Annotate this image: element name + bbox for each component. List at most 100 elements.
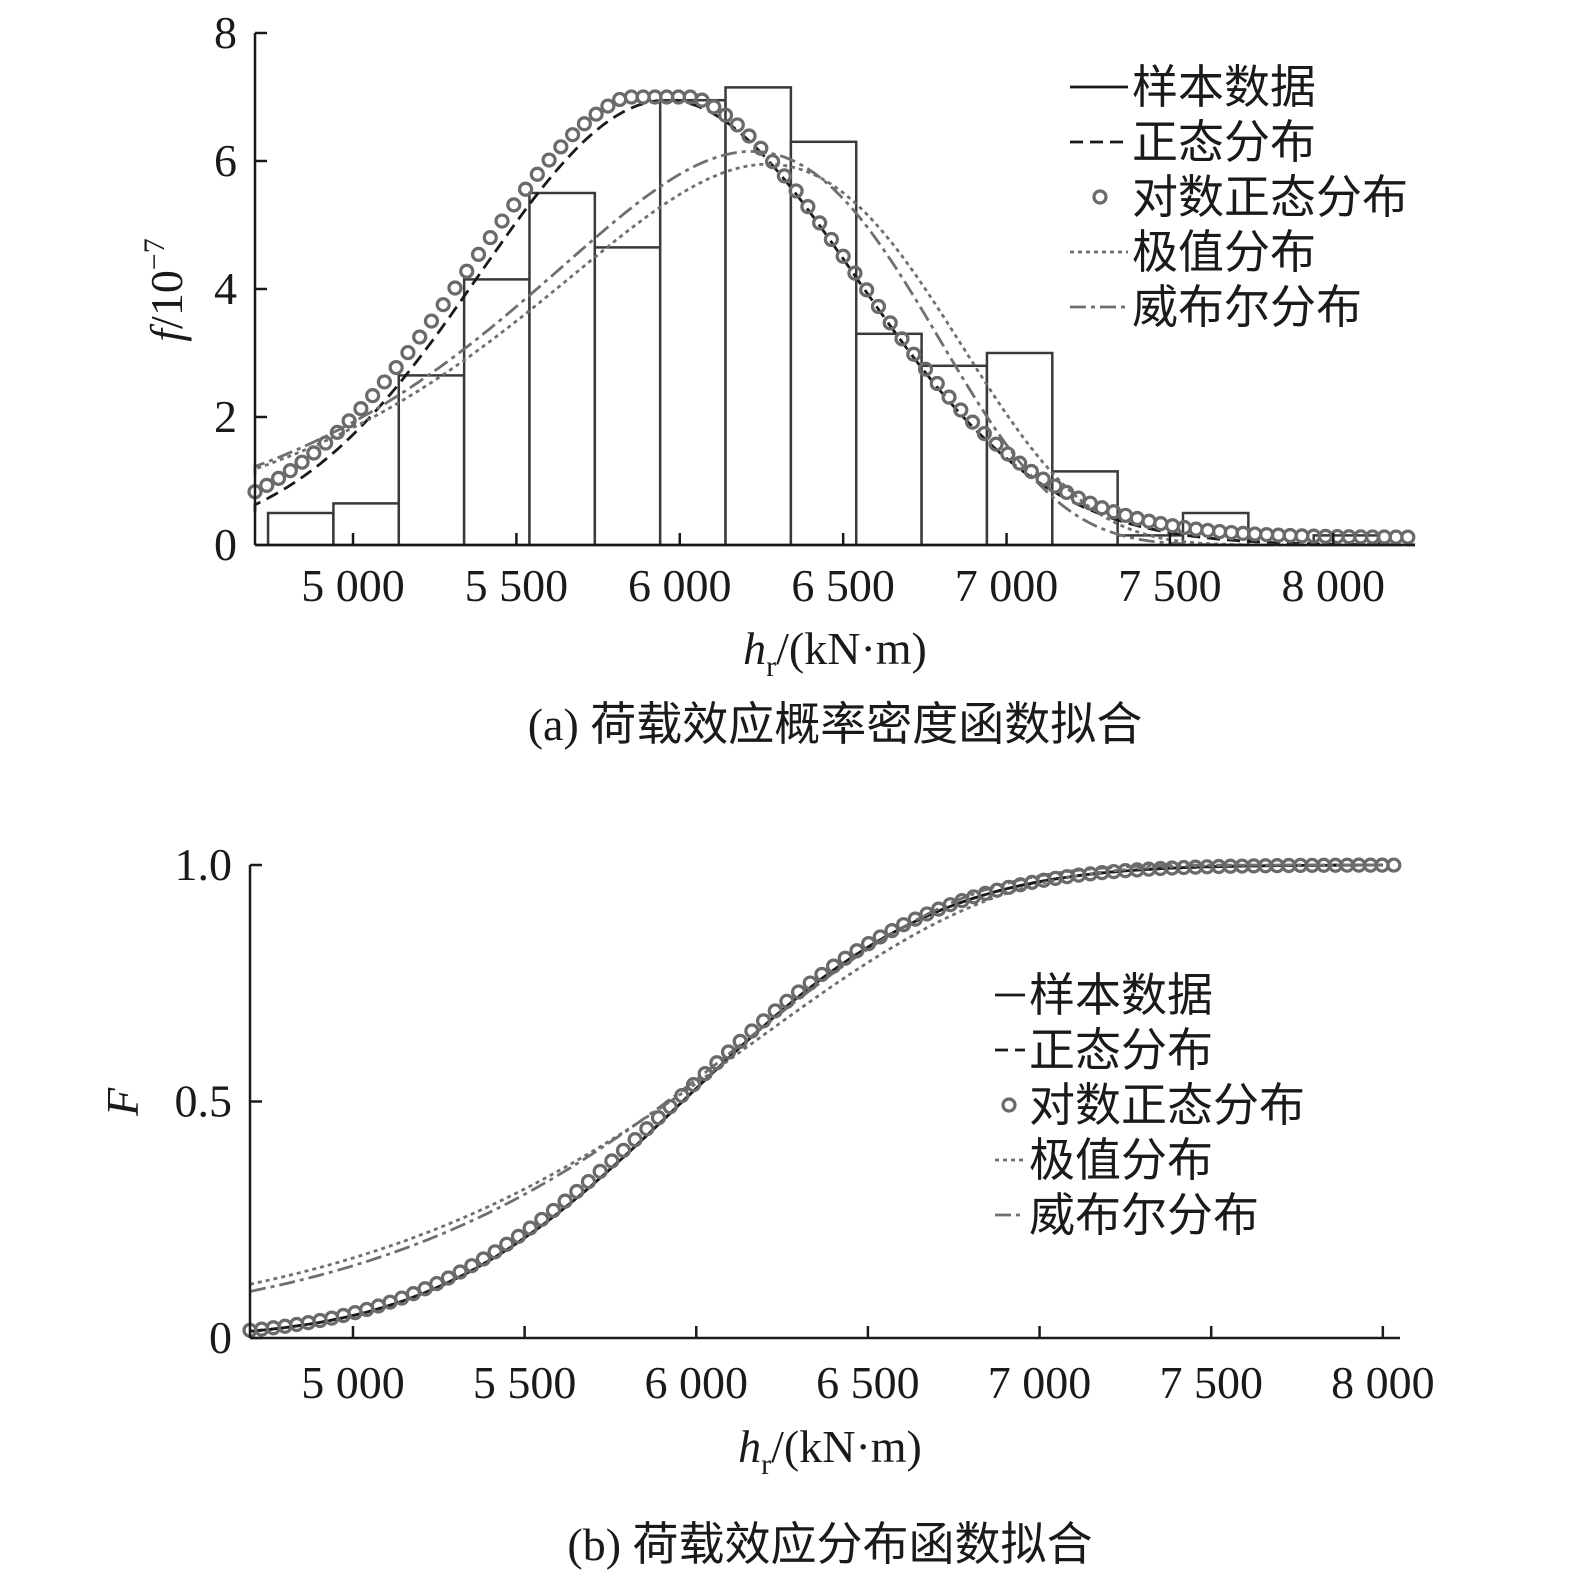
lognormal-marker (487, 1244, 503, 1260)
lognormal-marker (522, 1220, 538, 1236)
lognormal-marker (800, 199, 816, 215)
x-tick-label: 5 000 (301, 560, 405, 611)
lognormal-marker (650, 1110, 667, 1126)
legend-label: 对数正态分布 (1029, 1080, 1305, 1131)
lognormal-marker (440, 1270, 457, 1286)
histogram-bar (332, 502, 401, 547)
lognormal-marker (1164, 518, 1181, 534)
lognormal-marker (639, 1121, 655, 1137)
lognormal-marker (475, 1251, 492, 1267)
lognormal-marker (353, 400, 369, 417)
lognormal-marker (694, 92, 710, 108)
histogram-bar (462, 278, 531, 547)
lognormal-marker (499, 1236, 515, 1252)
y-tick-label: 4 (214, 263, 237, 314)
lognormal-marker (849, 943, 865, 959)
lognormal-marker (341, 413, 357, 429)
lognormal-marker (941, 389, 957, 405)
legend-label: 正态分布 (1029, 1025, 1213, 1076)
y-tick-label: 6 (214, 135, 237, 186)
histogram-bar (724, 86, 793, 547)
lognormal-marker (317, 435, 334, 451)
histogram-bar (266, 511, 335, 547)
lognormal-marker (894, 331, 910, 347)
lognormal-marker (447, 280, 463, 296)
lognormal-marker (435, 297, 451, 313)
lognormal-marker (580, 1173, 597, 1190)
y-axis-label: F (97, 1087, 148, 1117)
lognormal-marker (588, 106, 604, 122)
x-tick-label: 7 000 (955, 560, 1059, 611)
lognormal-marker (837, 950, 853, 966)
fitted-curves (247, 89, 1416, 547)
y-tick-label: 0 (209, 1312, 232, 1363)
lognormal-marker (1141, 513, 1157, 529)
lognormal-marker (1400, 529, 1416, 545)
legend-label: 正态分布 (1132, 117, 1316, 168)
axes (253, 31, 1415, 547)
lognormal-marker (494, 213, 510, 229)
lognormal-marker (557, 1193, 573, 1209)
lognormal-marker (464, 1258, 480, 1274)
histogram-bar (397, 374, 466, 547)
lognormal-marker (270, 470, 287, 486)
lognormal-marker (1047, 478, 1063, 494)
legend-label: 威布尔分布 (1029, 1190, 1259, 1241)
lognormal-marker (976, 425, 992, 442)
x-tick-label: 5 500 (473, 1357, 577, 1408)
lognormal-marker (859, 282, 875, 298)
lognormal-marker (767, 1003, 783, 1019)
lognormal-marker (764, 153, 781, 170)
lognormal-marker (870, 298, 887, 315)
lognormal-marker (882, 315, 898, 331)
legend-label: 对数正态分布 (1132, 172, 1408, 223)
lognormal-marker (365, 388, 381, 404)
lognormal-marker (685, 1077, 702, 1093)
lognormal-marker (988, 436, 1004, 452)
legend-label: 样本数据 (1029, 970, 1213, 1021)
y-tick-label: 8 (214, 7, 237, 58)
legend-label: 威布尔分布 (1132, 282, 1362, 333)
x-tick-label: 6 500 (791, 560, 895, 611)
lognormal-marker (517, 181, 534, 197)
lognormal-marker (569, 1183, 585, 1200)
lognormal-marker (388, 359, 404, 376)
x-tick-label: 8 000 (1331, 1357, 1435, 1408)
lognormal-marker (1386, 857, 1402, 873)
lognormal-marker (612, 91, 628, 108)
lognormal-marker (576, 116, 592, 132)
lognormal-marker (615, 1142, 632, 1158)
lognormal-marker (779, 993, 795, 1009)
lognormal-marker (776, 168, 792, 184)
lognormal-marker (604, 1153, 620, 1169)
lognormal-marker (1153, 516, 1169, 532)
lognormal-marker (814, 966, 830, 983)
lognormal-marker (847, 265, 863, 281)
lognormal-marker (417, 1281, 433, 1297)
tick-labels: 0 0.5 1.0 5 000 5 500 6 000 6 500 7 000 7 500 8 0… (175, 839, 1435, 1408)
lognormal-marker (1035, 471, 1051, 487)
lognormal-marker (790, 984, 807, 1000)
lognormal-marker (429, 1275, 445, 1292)
y-axis-label: f/10−7 (138, 238, 192, 341)
lognormal-marker (294, 454, 310, 470)
lognormal-marker (306, 445, 322, 461)
lognormal-marker (1023, 463, 1039, 480)
lognormal-marker (929, 375, 945, 392)
lognormal-marker (1070, 490, 1087, 506)
lognormal-marker (872, 929, 888, 945)
lognormal-marker (662, 1099, 678, 1115)
lognormal-marker (529, 166, 545, 182)
lognormal-marker (706, 99, 722, 115)
lognormal-marker (534, 1211, 550, 1228)
lognormal-marker (788, 183, 804, 199)
lognormal-marker (860, 936, 877, 952)
lognormal-marker (259, 477, 275, 493)
lognormal-marker (717, 107, 734, 123)
x-tick-label: 7 500 (1159, 1357, 1263, 1408)
lognormal-marker (755, 1013, 772, 1029)
x-axis-label: hr/(kN·m) (738, 1421, 922, 1481)
lognormal-marker (470, 246, 487, 262)
lognormal-marker (329, 424, 345, 440)
